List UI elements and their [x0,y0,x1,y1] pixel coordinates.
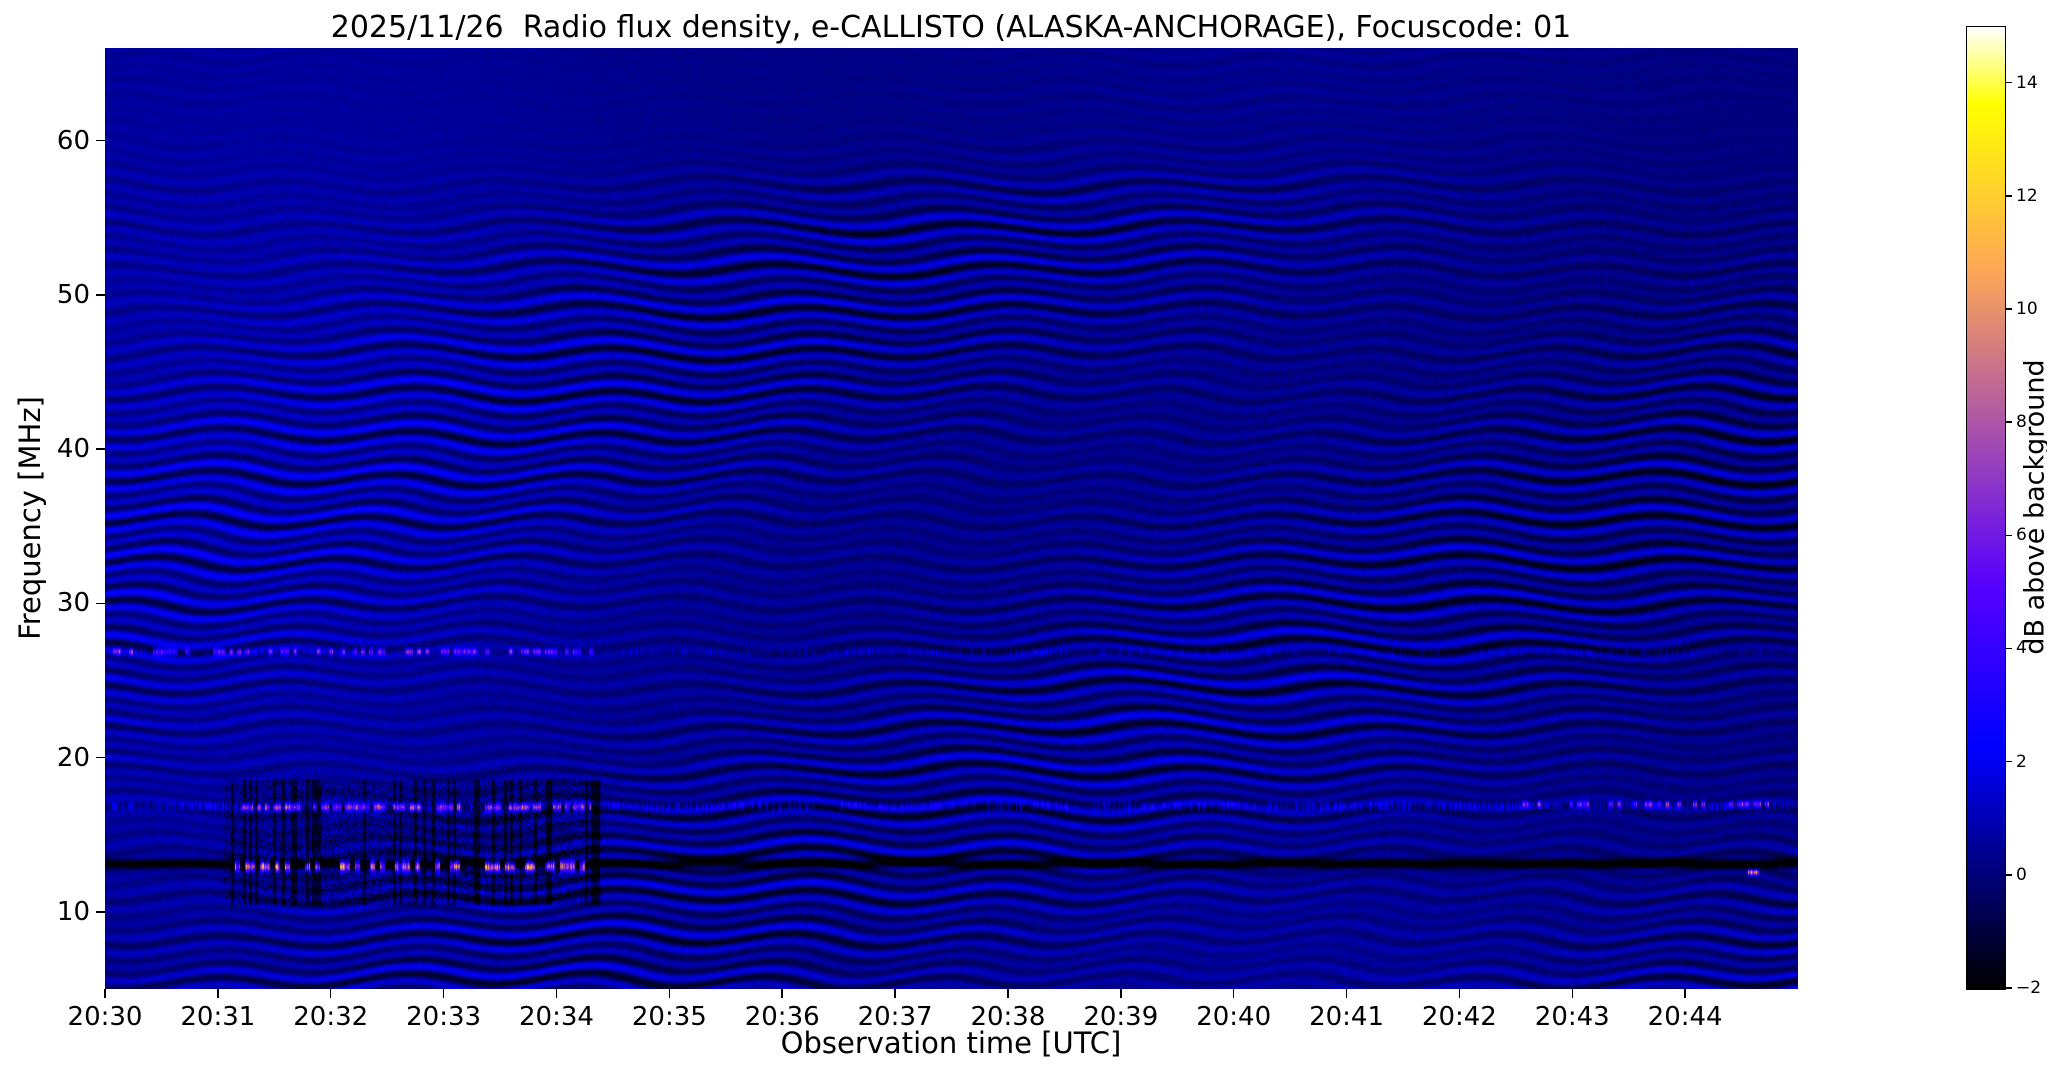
x-tick-label: 20:36 [744,1002,820,1032]
x-tick-mark [329,989,332,998]
colorbar-tick-mark [2005,534,2012,537]
x-tick-label: 20:40 [1196,1002,1272,1032]
x-tick-mark [1007,989,1009,998]
colorbar-tick-label: 4 [2016,638,2027,659]
colorbar-tick-label: 8 [2016,412,2027,433]
y-tick-mark [96,911,105,913]
x-tick-mark [1458,989,1461,998]
x-tick-label: 20:31 [180,1002,256,1032]
x-tick-mark [1571,989,1574,998]
x-tick-label: 20:32 [293,1002,369,1032]
colorbar-tick-label: 6 [2016,525,2027,546]
y-tick-mark [96,139,105,142]
x-tick-mark [781,989,783,998]
x-tick-label: 20:33 [406,1002,482,1032]
x-tick-label: 20:39 [1083,1002,1159,1032]
x-tick-label: 20:41 [1309,1002,1384,1032]
x-tick-mark [1684,989,1686,998]
x-tick-mark [1120,989,1122,998]
x-tick-mark [894,989,896,998]
y-tick-label: 20 [56,742,90,773]
colorbar-gradient [1966,26,2006,990]
colorbar-tick-mark [2005,81,2012,84]
y-tick-mark [96,294,105,296]
colorbar-tick-mark [2005,308,2012,310]
colorbar-tick-label: −2 [2016,978,2042,998]
colorbar-tick-mark [2005,874,2012,876]
x-tick-label: 20:42 [1421,1002,1497,1032]
x-tick-label: 20:37 [857,1002,933,1032]
x-tick-mark [1345,989,1348,998]
x-tick-mark [217,989,219,998]
colorbar-tick-label: 0 [2016,864,2027,885]
x-tick-label: 20:38 [970,1002,1046,1032]
x-axis-label: Observation time [UTC] [780,1026,1122,1060]
x-tick-label: 20:43 [1534,1002,1610,1032]
x-tick-mark [555,989,558,998]
x-tick-mark [1232,989,1235,998]
x-tick-label: 20:35 [631,1002,707,1032]
colorbar-tick-label: 12 [2016,185,2038,206]
y-tick-mark [96,602,105,605]
colorbar-tick-label: 14 [2016,72,2038,93]
colorbar-tick-label: 10 [2016,298,2038,319]
y-tick-label: 40 [56,434,90,465]
y-axis-label: Frequency [MHz] [13,396,47,640]
x-tick-mark [104,989,106,998]
colorbar-tick-mark [2005,760,2012,763]
chart-title: 2025/11/26 Radio flux density, e-CALLIST… [330,10,1572,45]
y-tick-label: 60 [56,125,90,156]
colorbar-tick-mark [2005,195,2012,197]
x-tick-mark [668,989,671,998]
x-tick-label: 20:44 [1647,1002,1723,1032]
y-tick-label: 50 [56,279,90,310]
y-tick-mark [96,756,105,759]
x-tick-mark [442,989,445,998]
colorbar-tick-mark [2005,987,2012,989]
y-tick-label: 30 [56,588,90,619]
colorbar-tick-mark [2005,421,2012,423]
spectrogram-heatmap [105,48,1798,989]
colorbar-tick-label: 2 [2016,751,2027,772]
colorbar-tick-mark [2005,647,2012,650]
y-tick-label: 10 [56,896,90,927]
x-tick-label: 20:34 [518,1002,594,1032]
x-tick-label: 20:30 [67,1002,143,1032]
colorbar-label: dB above background [2019,359,2047,655]
y-tick-mark [96,448,105,450]
